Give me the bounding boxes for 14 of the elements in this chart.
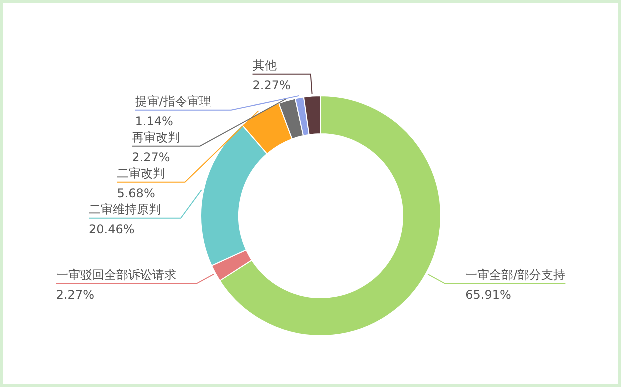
slice-label: 再审改判 <box>132 130 180 144</box>
slice-label: 提审/指令审理 <box>135 94 212 108</box>
data-label: 65.91% <box>466 288 512 302</box>
data-label: 2.27% <box>56 288 94 302</box>
slice-label: 二审改判 <box>117 166 166 180</box>
data-label: 2.27% <box>132 150 170 164</box>
slice-label: 一审驳回全部诉讼请求 <box>56 268 176 282</box>
data-label: 2.27% <box>252 78 291 92</box>
data-label: 20.46% <box>89 222 135 236</box>
slice-label: 一审全部/部分支持 <box>466 268 566 282</box>
slice-label: 其他 <box>252 58 277 72</box>
data-label: 1.14% <box>135 114 174 128</box>
data-label: 5.68% <box>117 186 156 200</box>
slice-label: 二审维持原判 <box>89 202 162 216</box>
